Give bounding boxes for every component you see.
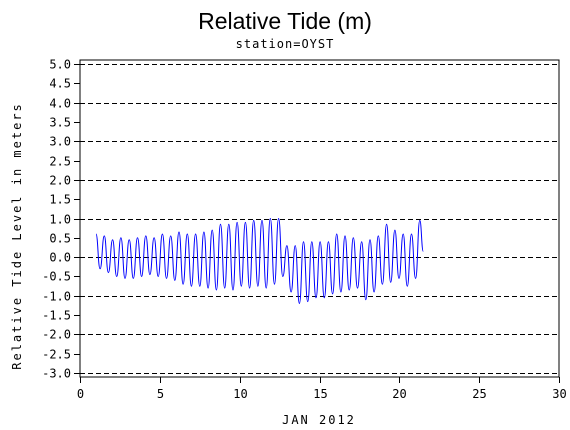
y-tick-label: 2.5 [49,155,71,169]
y-tick-label: 4.5 [49,77,71,91]
y-tick-label: -2.5 [42,348,71,362]
x-tick-label: 25 [472,387,486,401]
x-tick-label: 0 [77,387,84,401]
y-tick-label: -2.0 [42,328,71,342]
x-tick-label: 10 [233,387,247,401]
y-tick-label: 0.5 [49,232,71,246]
y-tick-label: 0.0 [49,251,71,265]
y-tick-label: 4.0 [49,97,71,111]
x-tick-label: 15 [313,387,327,401]
y-tick-label: 1.0 [49,213,71,227]
y-tick-label: -0.5 [42,270,71,284]
x-tick-label: 30 [552,387,566,401]
y-tick-label: 5.0 [49,58,71,72]
x-tick-label: 5 [157,387,164,401]
chart-title: Relative Tide (m) [198,8,372,34]
y-axis-label: Relative Tide Level in meters [10,102,24,370]
x-axis-label: JAN 2012 [282,413,356,427]
y-axis-ticks: -3.0 -2.5 -2.0 -1.5 -1.0 -0.5 0.0 0.5 1.0 1.5 2.0 2… [42,58,80,381]
y-tick-label: -1.5 [42,309,71,323]
y-tick-label: 3.5 [49,116,71,130]
x-tick-label: 20 [392,387,406,401]
gridlines [80,64,559,374]
tide-series-line [95,217,424,305]
chart-subtitle: station=OYST [236,37,335,51]
y-tick-label: 2.0 [49,174,71,188]
y-tick-label: -3.0 [42,367,71,381]
y-tick-label: 3.0 [49,135,71,149]
y-tick-label: -1.0 [42,290,71,304]
y-tick-label: 1.5 [49,193,71,207]
plot-frame [79,59,560,378]
x-axis-ticks: 0 5 10 15 20 25 30 [77,377,567,401]
